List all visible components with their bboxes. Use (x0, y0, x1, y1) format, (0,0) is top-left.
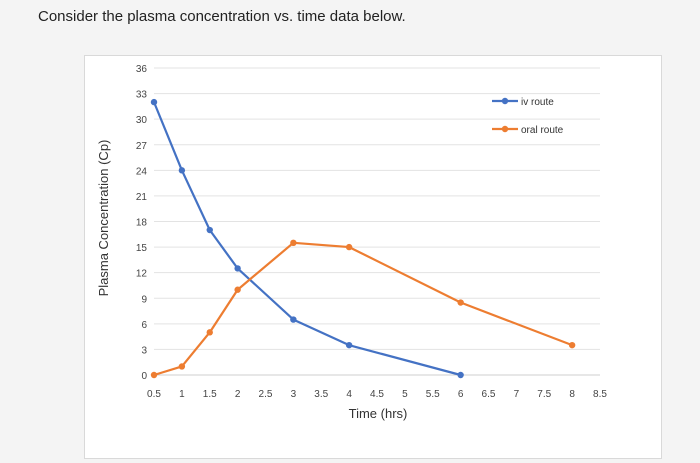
y-tick-label: 12 (136, 269, 148, 280)
y-tick-label: 15 (136, 243, 148, 254)
data-point (457, 299, 464, 306)
x-tick-label: 2.5 (259, 389, 273, 400)
x-tick-labels: 0.5 1 1.5 2 2.5 3 3.5 4 4.5 5 5.5 6 6.5 7 7.5 8 8.5 (147, 389, 607, 400)
y-tick-label: 6 (141, 320, 147, 331)
x-tick-label: 6.5 (482, 389, 496, 400)
y-axis-title: Plasma Concentration (Cp) (96, 140, 111, 297)
y-tick-label: 18 (136, 218, 148, 229)
x-tick-label: 7 (514, 389, 520, 400)
data-point (457, 371, 464, 379)
y-tick-label: 24 (136, 166, 148, 177)
legend-label: iv route (521, 97, 554, 108)
y-tick-label: 27 (136, 141, 148, 152)
data-point (150, 98, 158, 106)
data-point (345, 341, 353, 349)
y-tick-label: 36 (136, 64, 148, 75)
legend-marker (501, 125, 509, 133)
y-tick-label: 33 (136, 90, 148, 101)
x-tick-label: 3 (291, 389, 297, 400)
x-tick-label: 5 (402, 389, 408, 400)
data-point (206, 226, 213, 234)
x-tick-label: 4 (346, 389, 352, 400)
data-point (290, 239, 297, 247)
data-point (290, 316, 297, 323)
y-tick-label: 9 (141, 294, 147, 305)
data-point (178, 167, 186, 174)
x-tick-label: 1 (179, 389, 185, 400)
series-line-0 (152, 101, 461, 377)
data-point (568, 341, 576, 349)
chart-area (84, 55, 662, 459)
gridlines (154, 67, 600, 376)
x-axis-title: Time (hrs) (349, 406, 408, 421)
x-tick-label: 8.5 (593, 389, 607, 400)
x-tick-label: 7.5 (537, 389, 551, 400)
x-tick-label: 4.5 (370, 389, 384, 400)
y-tick-label: 30 (136, 115, 148, 126)
x-tick-label: 3.5 (314, 389, 328, 400)
legend: iv route oral route (492, 97, 564, 136)
data-point (234, 286, 241, 293)
data-point (178, 363, 186, 370)
y-tick-label: 0 (141, 371, 147, 382)
question-text: Consider the plasma concentration vs. ti… (38, 8, 406, 25)
x-tick-label: 5.5 (426, 389, 440, 400)
series-line-1 (153, 241, 573, 377)
x-tick-label: 1.5 (203, 389, 217, 400)
data-point (150, 371, 158, 379)
data-point (345, 243, 353, 251)
x-tick-label: 0.5 (147, 389, 161, 400)
legend-marker (501, 97, 509, 105)
y-tick-label: 21 (136, 192, 148, 203)
x-tick-label: 8 (569, 389, 575, 400)
x-tick-label: 2 (235, 389, 241, 400)
data-point (234, 265, 241, 272)
x-tick-label: 6 (458, 389, 464, 400)
y-tick-label: 3 (141, 345, 147, 356)
series-lines (150, 98, 576, 379)
data-point (206, 329, 213, 336)
legend-label: oral route (521, 125, 564, 136)
